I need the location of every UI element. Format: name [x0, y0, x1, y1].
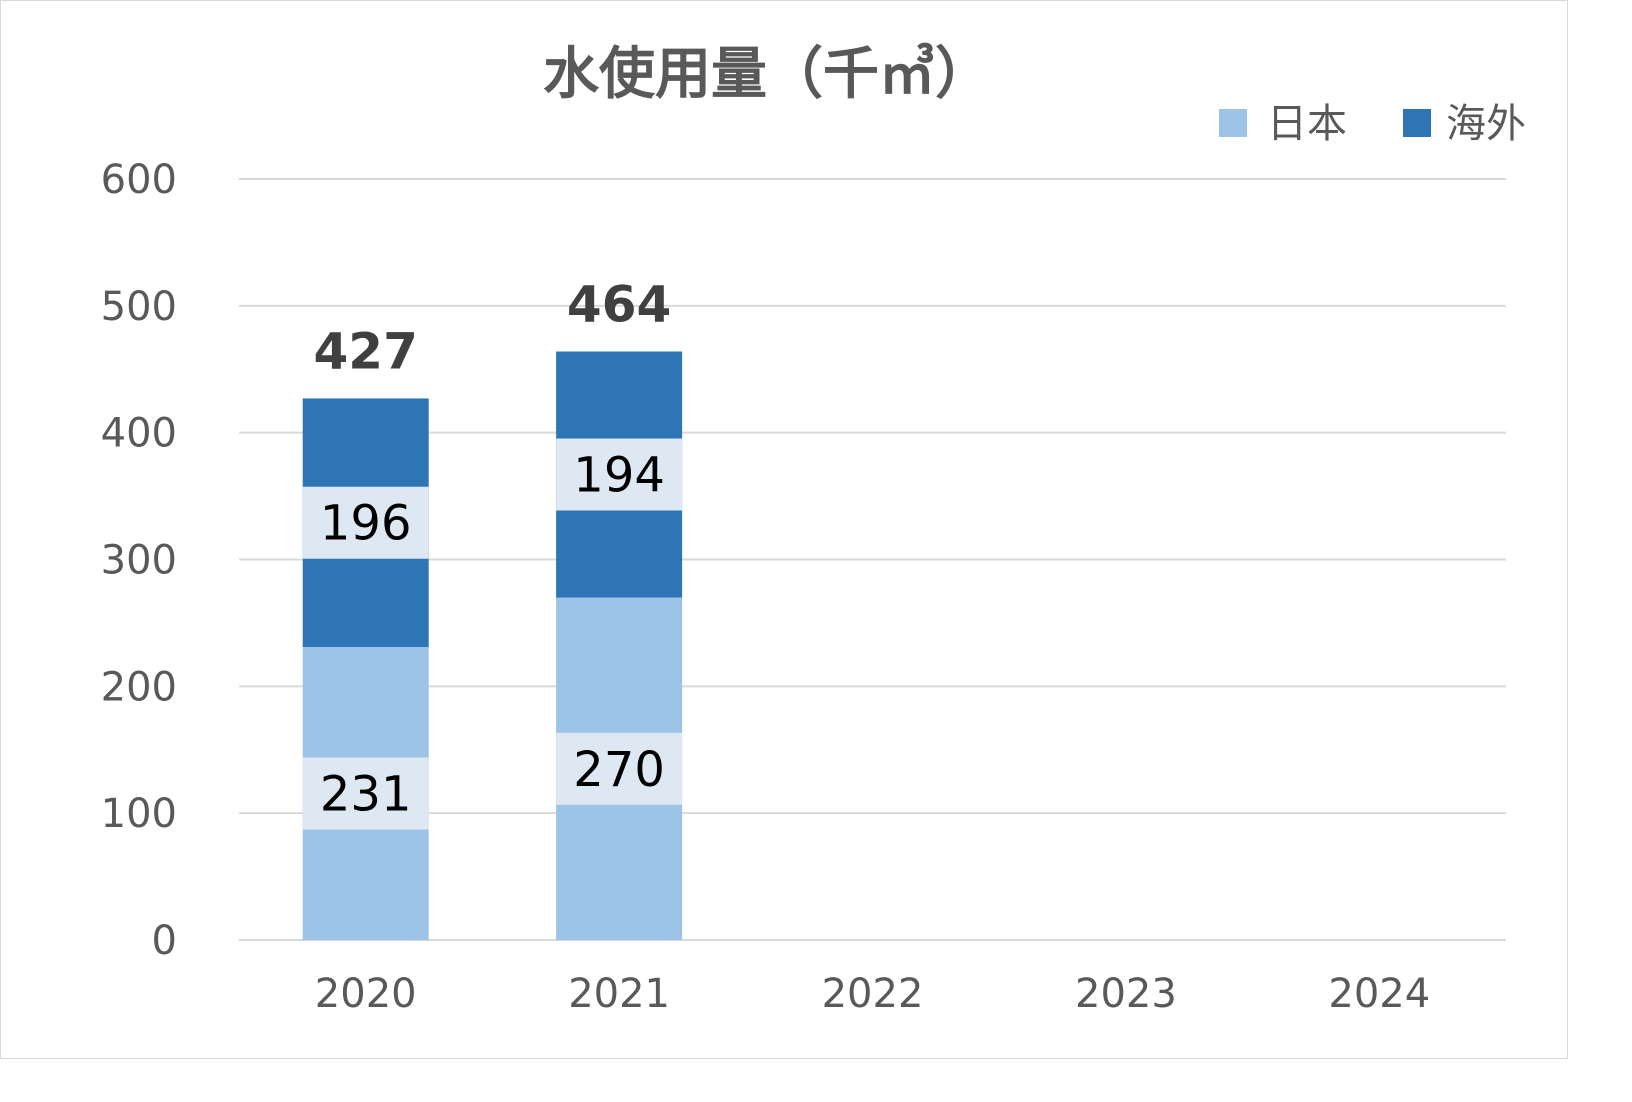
x-tick-label: 2020	[315, 971, 417, 1017]
y-tick-label: 600	[101, 157, 177, 203]
data-label: 231	[320, 767, 412, 823]
x-tick-label: 2023	[1075, 971, 1177, 1017]
y-tick-label: 0	[152, 918, 177, 964]
data-label-box	[556, 438, 683, 511]
legend: 日本 海外	[1219, 101, 1526, 147]
total-label: 464	[567, 275, 671, 333]
y-tick-label: 200	[101, 664, 177, 710]
legend-label-japan: 日本	[1267, 101, 1347, 147]
x-tick-label: 2021	[568, 971, 670, 1017]
legend-label-overseas: 海外	[1446, 101, 1526, 147]
total-label: 427	[314, 322, 418, 380]
chart-svg: 231 196 427 270 194 464 0 100 200 300 400 500 600 20…	[101, 42, 1526, 1017]
data-label: 194	[573, 448, 665, 504]
data-label: 196	[320, 496, 412, 552]
data-label-box	[302, 486, 429, 559]
y-tick-label: 100	[101, 791, 177, 837]
y-tick-label: 300	[101, 538, 177, 584]
x-tick-label: 2022	[822, 971, 924, 1017]
y-tick-label: 400	[101, 411, 177, 457]
chart-frame: 231 196 427 270 194 464 0 100 200 300 400 500 600 20…	[0, 0, 1568, 1059]
grid-layer	[239, 178, 1506, 941]
x-tick-label: 2024	[1328, 971, 1430, 1017]
data-label-box	[556, 732, 683, 805]
chart-title: 水使用量（千㎥）	[543, 42, 991, 107]
axis-layer: 0 100 200 300 400 500 600 2020 2021 2022 2023 2024	[101, 157, 1431, 1017]
legend-swatch-japan	[1219, 109, 1247, 137]
legend-swatch-overseas	[1403, 109, 1431, 137]
data-label-box	[302, 757, 429, 830]
label-layer: 231 196 427 270 194 464	[302, 275, 683, 830]
y-tick-label: 500	[101, 284, 177, 330]
data-label: 270	[573, 742, 665, 798]
